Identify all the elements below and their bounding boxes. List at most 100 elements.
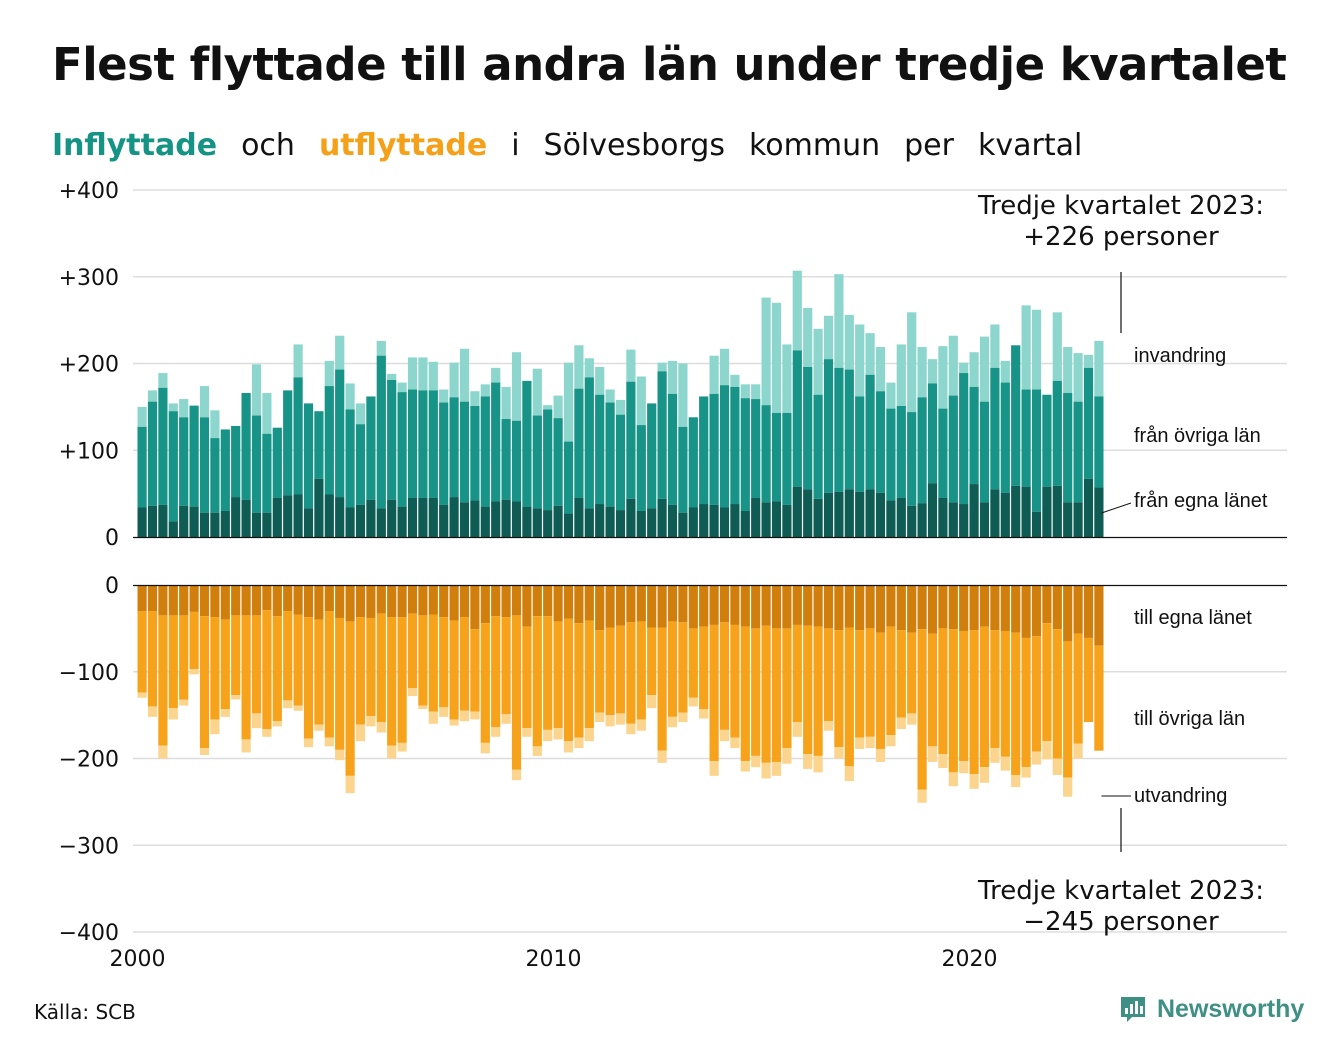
- bar-in-invandring: [813, 328, 823, 395]
- bar-in-invandring: [969, 352, 979, 387]
- bar-in-egna-lanet: [823, 492, 834, 537]
- bar-in-egna-lanet: [210, 512, 220, 537]
- bar-in-egna-lanet: [605, 506, 615, 537]
- bar-out-egna-lanet: [376, 585, 386, 614]
- bar-in-invandring: [927, 359, 938, 384]
- bar-out-egna-lanet: [241, 585, 251, 616]
- bar-in-ovriga-lan: [480, 396, 490, 507]
- bar-out-egna-lanet: [595, 585, 605, 631]
- chart-title: Flest flyttade till andra län under tred…: [52, 38, 1287, 91]
- bar-in-egna-lanet: [574, 497, 584, 537]
- bar-in-ovriga-lan: [917, 397, 927, 504]
- bar-in-egna-lanet: [137, 507, 147, 537]
- bar-out-utvandring: [927, 746, 938, 762]
- bar-in-invandring: [397, 382, 407, 393]
- bar-out-utvandring: [303, 738, 314, 748]
- bar-out-utvandring: [439, 707, 449, 717]
- bar-out-ovriga-lan: [449, 620, 459, 720]
- bar-in-ovriga-lan: [1094, 396, 1104, 488]
- bar-in-invandring: [751, 384, 761, 400]
- bar-out-ovriga-lan: [262, 610, 272, 730]
- bar-in-ovriga-lan: [1073, 401, 1083, 503]
- bar-out-ovriga-lan: [189, 611, 199, 670]
- bar-out-egna-lanet: [449, 585, 459, 621]
- bar-in-egna-lanet: [719, 507, 730, 537]
- bar-in-ovriga-lan: [553, 418, 563, 506]
- bar-out-egna-lanet: [199, 585, 210, 617]
- bar-out-egna-lanet: [917, 585, 927, 630]
- bar-out-ovriga-lan: [761, 625, 771, 763]
- bar-out-egna-lanet: [262, 585, 272, 611]
- bar-out-ovriga-lan: [959, 630, 969, 762]
- bar-out-utvandring: [1011, 774, 1021, 788]
- annotation-text: Tredje kvartalet 2023:: [977, 876, 1264, 906]
- bar-out-ovriga-lan: [511, 615, 522, 770]
- bar-in-egna-lanet: [387, 499, 397, 537]
- bar-in-invandring: [709, 355, 719, 394]
- bar-in-invandring: [1052, 312, 1062, 381]
- source-note: Källa: SCB: [34, 1000, 136, 1024]
- bar-out-ovriga-lan: [179, 615, 189, 700]
- bar-out-utvandring: [907, 713, 917, 725]
- bar-out-egna-lanet: [1042, 585, 1052, 624]
- bar-in-ovriga-lan: [1031, 389, 1042, 512]
- bar-out-ovriga-lan: [1021, 637, 1031, 768]
- bar-out-egna-lanet: [1083, 585, 1094, 638]
- bar-in-egna-lanet: [459, 502, 470, 537]
- bar-in-ovriga-lan: [803, 366, 813, 490]
- bar-out-utvandring: [1021, 767, 1031, 778]
- bar-out-ovriga-lan: [990, 630, 1000, 749]
- bar-out-ovriga-lan: [969, 630, 979, 775]
- bar-out-egna-lanet: [699, 585, 709, 627]
- bar-in-egna-lanet: [553, 505, 563, 537]
- bar-out-egna-lanet: [979, 585, 990, 627]
- bar-in-egna-lanet: [522, 506, 532, 537]
- bar-in-egna-lanet: [959, 504, 969, 537]
- bar-in-egna-lanet: [314, 478, 324, 537]
- bar-out-utvandring: [938, 754, 948, 769]
- y-tick-label: +400: [59, 179, 119, 204]
- bar-out-egna-lanet: [563, 585, 574, 619]
- bar-out-egna-lanet: [293, 585, 303, 615]
- bar-in-invandring: [511, 352, 522, 421]
- bar-out-egna-lanet: [147, 585, 158, 612]
- bar-out-utvandring: [366, 715, 376, 727]
- subtitle-municipality: Sölvesborgs: [543, 128, 725, 163]
- bar-out-utvandring: [335, 749, 345, 761]
- bar-in-ovriga-lan: [1063, 392, 1073, 503]
- bar-out-egna-lanet: [875, 585, 886, 633]
- bar-out-utvandring: [158, 745, 168, 759]
- bar-out-utvandring: [813, 755, 823, 773]
- bar-in-invandring: [407, 357, 418, 390]
- bar-out-ovriga-lan: [813, 626, 823, 756]
- bar-out-ovriga-lan: [626, 622, 636, 724]
- bar-out-ovriga-lan: [647, 627, 657, 696]
- bar-in-egna-lanet: [886, 500, 896, 537]
- bar-out-ovriga-lan: [324, 611, 334, 738]
- series-label: utvandring: [1134, 785, 1227, 807]
- bar-out-utvandring: [803, 754, 813, 769]
- bar-in-ovriga-lan: [241, 392, 251, 500]
- bar-in-ovriga-lan: [220, 429, 230, 511]
- bar-in-egna-lanet: [241, 499, 251, 537]
- bar-in-ovriga-lan: [563, 441, 574, 514]
- bar-out-ovriga-lan: [938, 628, 948, 755]
- bar-out-egna-lanet: [501, 585, 511, 618]
- bar-out-utvandring: [355, 724, 366, 742]
- bar-in-egna-lanet: [511, 501, 522, 537]
- bar-out-ovriga-lan: [293, 614, 303, 706]
- bar-in-ovriga-lan: [387, 379, 397, 500]
- bar-out-utvandring: [740, 761, 750, 772]
- series-label: invandring: [1134, 345, 1226, 367]
- brand-logo: Newsworthy: [1118, 994, 1304, 1024]
- bar-out-utvandring: [688, 697, 698, 707]
- bar-in-ovriga-lan: [376, 355, 386, 509]
- bar-in-egna-lanet: [647, 508, 657, 537]
- bar-out-egna-lanet: [636, 585, 646, 622]
- series-label: från egna länet: [1134, 490, 1268, 512]
- bar-out-egna-lanet: [158, 585, 168, 616]
- bar-in-ovriga-lan: [782, 412, 792, 505]
- bar-in-egna-lanet: [688, 507, 698, 537]
- label-leader-line: [1101, 502, 1132, 514]
- bar-in-ovriga-lan: [303, 403, 314, 509]
